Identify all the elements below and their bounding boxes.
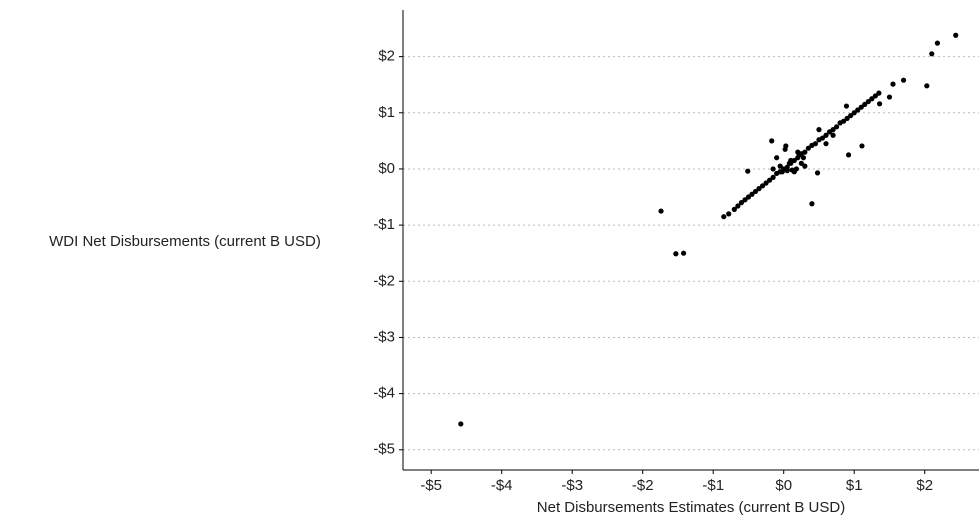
point (742, 197, 748, 203)
point (726, 211, 732, 217)
point (924, 83, 930, 89)
y-tick-label: -$1 (373, 216, 395, 233)
point (886, 94, 893, 100)
x-tick-label: -$2 (632, 477, 654, 494)
point (745, 168, 751, 174)
x-tick-label: -$4 (491, 477, 513, 494)
point (769, 138, 775, 144)
point (819, 135, 826, 141)
point (890, 81, 896, 87)
point (869, 96, 875, 102)
point (735, 203, 741, 209)
x-tick-label: -$1 (702, 477, 724, 494)
point (749, 191, 755, 197)
point (812, 141, 819, 147)
point (823, 132, 829, 138)
point (731, 206, 737, 212)
point (929, 51, 935, 57)
point (858, 104, 864, 110)
point (841, 118, 847, 124)
point (805, 145, 811, 151)
y-tick-label: -$4 (373, 385, 395, 402)
point (763, 180, 769, 186)
x-tick-label: $0 (775, 477, 792, 494)
point (814, 170, 821, 176)
point (800, 155, 807, 161)
point (830, 127, 836, 133)
y-tick-label: -$5 (373, 441, 395, 458)
point (843, 103, 850, 109)
point (872, 93, 878, 99)
point (786, 160, 792, 166)
y-axis-label: WDI Net Disbursements (current B USD) (49, 233, 321, 250)
point (673, 251, 679, 257)
y-tick-label: $0 (378, 160, 395, 177)
point (876, 101, 883, 107)
point (855, 107, 861, 113)
y-tick-label: -$2 (373, 272, 395, 289)
point (809, 201, 815, 207)
point (774, 155, 780, 161)
point (876, 90, 882, 96)
point (777, 163, 783, 169)
point (756, 186, 762, 192)
point (658, 208, 664, 214)
x-axis-label: Net Disbursements Estimates (current B U… (537, 499, 845, 516)
point (782, 146, 788, 152)
point (793, 166, 800, 172)
y-tick-label: $1 (378, 104, 395, 121)
point (770, 166, 776, 172)
point (830, 132, 836, 138)
point (851, 110, 857, 116)
point (865, 98, 871, 105)
point (680, 250, 687, 256)
point (845, 152, 852, 158)
point (759, 183, 766, 189)
point (900, 77, 907, 83)
x-tick-label: -$5 (420, 477, 442, 494)
point (779, 169, 785, 175)
point (953, 32, 959, 38)
point (934, 40, 941, 46)
x-tick-label: $2 (916, 477, 933, 494)
point (823, 141, 829, 147)
point (745, 194, 752, 200)
point (770, 174, 776, 180)
point (752, 188, 759, 195)
point (796, 152, 802, 158)
point (833, 124, 840, 130)
point (458, 421, 464, 427)
point (802, 149, 808, 155)
point (721, 214, 727, 220)
point (862, 101, 868, 107)
point (848, 112, 854, 119)
x-tick-label: $1 (846, 477, 863, 494)
point (784, 168, 790, 174)
point (798, 160, 804, 166)
point (816, 127, 822, 133)
y-tick-label: -$3 (373, 328, 395, 345)
x-tick-label: -$3 (561, 477, 583, 494)
point (789, 167, 795, 173)
point (802, 163, 808, 169)
point (859, 143, 865, 149)
point (844, 115, 850, 122)
y-tick-label: $2 (378, 48, 395, 65)
point (738, 200, 745, 206)
point (767, 177, 773, 183)
